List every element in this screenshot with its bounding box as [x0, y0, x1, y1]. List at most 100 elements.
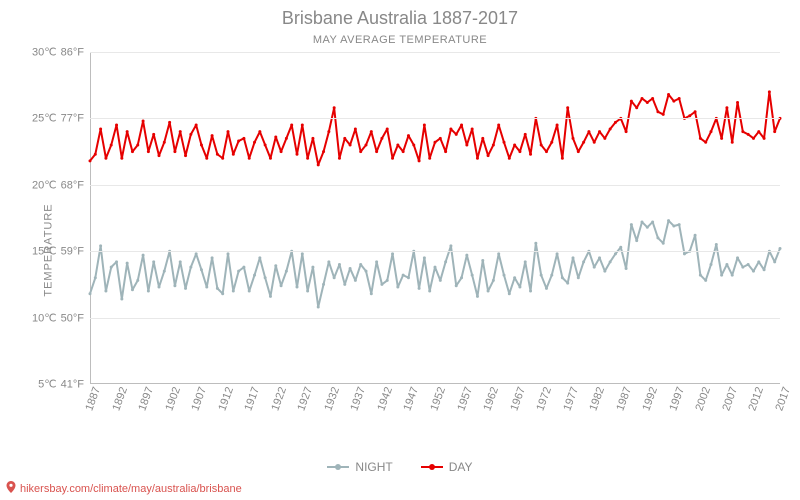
series-marker	[365, 143, 368, 146]
series-marker	[120, 157, 123, 160]
series-marker	[471, 274, 474, 277]
grid-line	[90, 251, 780, 252]
series-marker	[290, 124, 293, 127]
series-marker	[656, 236, 659, 239]
series-marker	[667, 219, 670, 222]
series-marker	[115, 124, 118, 127]
series-marker	[572, 137, 575, 140]
series-marker	[704, 141, 707, 144]
series-marker	[338, 263, 341, 266]
series-marker	[264, 276, 267, 279]
series-marker	[221, 292, 224, 295]
series-marker	[598, 130, 601, 133]
x-tick: 1967	[504, 384, 527, 412]
x-tick: 1907	[186, 384, 209, 412]
series-marker	[147, 290, 150, 293]
series-marker	[550, 141, 553, 144]
series-marker	[322, 283, 325, 286]
series-marker	[609, 128, 612, 131]
series-marker	[508, 292, 511, 295]
series-marker	[651, 97, 654, 100]
series-marker	[115, 260, 118, 263]
series-marker	[99, 244, 102, 247]
series-marker	[136, 143, 139, 146]
series-marker	[662, 113, 665, 116]
series-marker	[211, 134, 214, 137]
series-marker	[757, 260, 760, 263]
series-marker	[359, 150, 362, 153]
grid-line	[90, 318, 780, 319]
series-marker	[465, 143, 468, 146]
series-marker	[577, 150, 580, 153]
series-marker	[529, 290, 532, 293]
series-marker	[449, 128, 452, 131]
series-marker	[545, 150, 548, 153]
series-marker	[89, 159, 92, 162]
series-marker	[380, 283, 383, 286]
series-marker	[349, 143, 352, 146]
y-tick: 20℃68°F	[32, 178, 90, 191]
series-marker	[625, 130, 628, 133]
series-marker	[402, 274, 405, 277]
series-marker	[582, 141, 585, 144]
legend: NIGHTDAY	[0, 457, 800, 474]
series-marker	[529, 153, 532, 156]
series-marker	[444, 260, 447, 263]
series-marker	[94, 276, 97, 279]
series-marker	[439, 279, 442, 282]
series-marker	[768, 90, 771, 93]
x-tick: 1977	[557, 384, 580, 412]
series-marker	[423, 256, 426, 259]
series-marker	[349, 267, 352, 270]
x-tick: 1902	[159, 384, 182, 412]
series-marker	[179, 130, 182, 133]
series-marker	[333, 106, 336, 109]
x-tick: 1922	[265, 384, 288, 412]
series-marker	[152, 133, 155, 136]
series-marker	[184, 287, 187, 290]
series-marker	[396, 143, 399, 146]
series-marker	[104, 290, 107, 293]
series-marker	[678, 97, 681, 100]
y-tick: 25℃77°F	[32, 112, 90, 125]
temperature-chart: Brisbane Australia 1887-2017 MAY AVERAGE…	[0, 0, 800, 500]
series-marker	[455, 284, 458, 287]
series-marker	[253, 141, 256, 144]
series-marker	[359, 263, 362, 266]
series-marker	[779, 247, 782, 250]
x-tick: 1917	[239, 384, 262, 412]
series-marker	[402, 150, 405, 153]
chart-title: Brisbane Australia 1887-2017	[0, 8, 800, 29]
series-marker	[131, 150, 134, 153]
series-marker	[258, 256, 261, 259]
x-tick: 1982	[584, 384, 607, 412]
series-marker	[487, 290, 490, 293]
series-marker	[242, 266, 245, 269]
series-marker	[163, 270, 166, 273]
series-marker	[232, 290, 235, 293]
grid-line	[90, 185, 780, 186]
series-marker	[89, 292, 92, 295]
series-marker	[274, 135, 277, 138]
series-marker	[227, 252, 230, 255]
series-marker	[152, 260, 155, 263]
x-tick: 2002	[690, 384, 713, 412]
series-marker	[444, 150, 447, 153]
series-marker	[741, 130, 744, 133]
series-marker	[354, 279, 357, 282]
pin-icon	[6, 481, 16, 496]
series-marker	[763, 268, 766, 271]
series-marker	[126, 262, 129, 265]
series-marker	[465, 254, 468, 257]
series-marker	[603, 137, 606, 140]
series-marker	[540, 274, 543, 277]
x-tick: 1927	[292, 384, 315, 412]
series-marker	[773, 130, 776, 133]
plot-area: 5℃41°F10℃50°F15℃59°F20℃68°F25℃77°F30℃86°…	[90, 52, 780, 384]
legend-item-day: DAY	[421, 460, 473, 474]
series-marker	[694, 110, 697, 113]
series-marker	[264, 143, 267, 146]
series-marker	[327, 130, 330, 133]
series-marker	[311, 137, 314, 140]
series-marker	[556, 252, 559, 255]
